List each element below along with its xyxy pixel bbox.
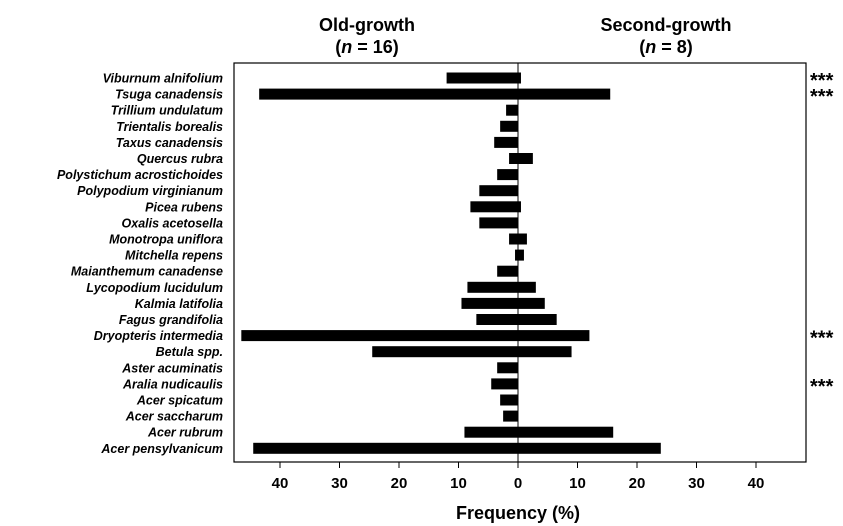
significance-marker: *** (810, 86, 834, 108)
bar-old-growth-acer-saccharum (503, 410, 518, 422)
bar-old-growth-acer-pensylvanicum (253, 442, 518, 454)
bar-old-growth-aster-acuminatis (497, 362, 518, 374)
bar-second-growth-tsuga-canadensis (518, 88, 611, 100)
bar-old-growth-maianthemum-canadense (497, 265, 518, 277)
bar-old-growth-oxalis-acetosella (479, 217, 518, 229)
x-tick-label: 40 (748, 475, 765, 492)
x-tick-label: 10 (569, 475, 586, 492)
bar-old-growth-lycopodium-lucidulum (467, 281, 518, 293)
species-label: Oxalis acetosella (122, 216, 224, 230)
bar-second-growth-acer-rubrum (518, 426, 614, 438)
second-growth-n: (n = 8) (639, 37, 693, 57)
bar-second-growth-monotropa-uniflora (518, 233, 527, 245)
significance-marker: *** (810, 70, 834, 92)
bar-old-growth-dryopteris-intermedia (241, 330, 518, 342)
species-label: Trillium undulatum (111, 104, 223, 118)
species-label: Tsuga canadensis (115, 88, 223, 102)
old-growth-n: (n = 16) (335, 37, 399, 57)
species-label: Quercus rubra (137, 152, 223, 166)
species-label: Aralia nudicaulis (122, 377, 223, 391)
species-label: Acer spicatum (136, 394, 223, 408)
bar-old-growth-quercus-rubra (509, 153, 518, 164)
bar-second-growth-dryopteris-intermedia (518, 330, 590, 342)
species-label: Betula spp. (156, 345, 223, 359)
bar-second-growth-fagus-grandifolia (518, 314, 557, 325)
bar-old-growth-trillium-undulatum (506, 104, 518, 116)
x-tick-label: 20 (629, 475, 646, 492)
bar-second-growth-kalmia-latifolia (518, 297, 545, 309)
species-label: Polystichum acrostichoides (57, 168, 223, 182)
bar-old-growth-acer-spicatum (500, 394, 518, 406)
bar-old-growth-kalmia-latifolia (461, 297, 518, 309)
second-growth-title: Second-growth (601, 15, 732, 35)
bar-old-growth-acer-rubrum (464, 426, 518, 438)
species-label: Polypodium virginianum (77, 184, 223, 198)
species-label: Acer pensylvanicum (100, 442, 223, 456)
bar-old-growth-tsuga-canadensis (259, 88, 518, 100)
species-label: Lycopodium lucidulum (86, 281, 223, 295)
bar-second-growth-betula-spp (518, 346, 572, 358)
species-label: Aster acuminatis (121, 361, 223, 375)
bar-second-growth-acer-pensylvanicum (518, 442, 661, 454)
bar-second-growth-mitchella-repens (518, 249, 524, 261)
species-label: Picea rubens (145, 200, 223, 214)
x-tick-label: 20 (391, 475, 408, 492)
bar-old-growth-fagus-grandifolia (476, 314, 518, 325)
bar-old-growth-polypodium-virginianum (479, 185, 518, 197)
bar-second-growth-picea-rubens (518, 201, 521, 213)
species-label: Mitchella repens (125, 249, 223, 263)
bar-second-growth-lycopodium-lucidulum (518, 281, 536, 293)
bar-old-growth-mitchella-repens (515, 249, 518, 261)
bar-old-growth-betula-spp (372, 346, 518, 358)
species-label: Monotropa uniflora (109, 233, 223, 247)
x-tick-label: 10 (450, 475, 467, 492)
bar-old-growth-picea-rubens (470, 201, 518, 213)
x-tick-label: 0 (514, 475, 522, 492)
old-growth-title: Old-growth (319, 15, 415, 35)
plot-frame (233, 62, 807, 463)
x-tick-label: 40 (272, 475, 289, 492)
bar-old-growth-taxus-canadensis (494, 136, 518, 148)
species-label: Dryopteris intermedia (94, 329, 223, 343)
species-label: Kalmia latifolia (135, 297, 223, 311)
bar-old-growth-polystichum-acrostichoides (497, 169, 518, 181)
significance-marker: *** (810, 328, 834, 350)
x-tick-label: 30 (688, 475, 705, 492)
bar-second-growth-quercus-rubra (518, 153, 533, 164)
species-label: Acer rubrum (147, 426, 223, 440)
bar-second-growth-viburnum-alnifolium (518, 72, 521, 84)
significance-marker: *** (810, 376, 834, 398)
species-label: Maianthemum canadense (71, 265, 223, 279)
species-label: Fagus grandifolia (119, 313, 223, 327)
species-label: Taxus canadensis (116, 136, 223, 150)
species-label: Trientalis borealis (116, 120, 223, 134)
bar-old-growth-aralia-nudicaulis (491, 378, 518, 390)
x-axis-label: Frequency (%) (456, 503, 580, 523)
bar-old-growth-viburnum-alnifolium (446, 72, 518, 84)
bar-old-growth-monotropa-uniflora (509, 233, 518, 245)
species-label: Acer saccharum (125, 410, 223, 424)
species-label: Viburnum alnifolium (103, 72, 223, 86)
x-tick-label: 30 (331, 475, 348, 492)
bar-old-growth-trientalis-borealis (500, 120, 518, 132)
